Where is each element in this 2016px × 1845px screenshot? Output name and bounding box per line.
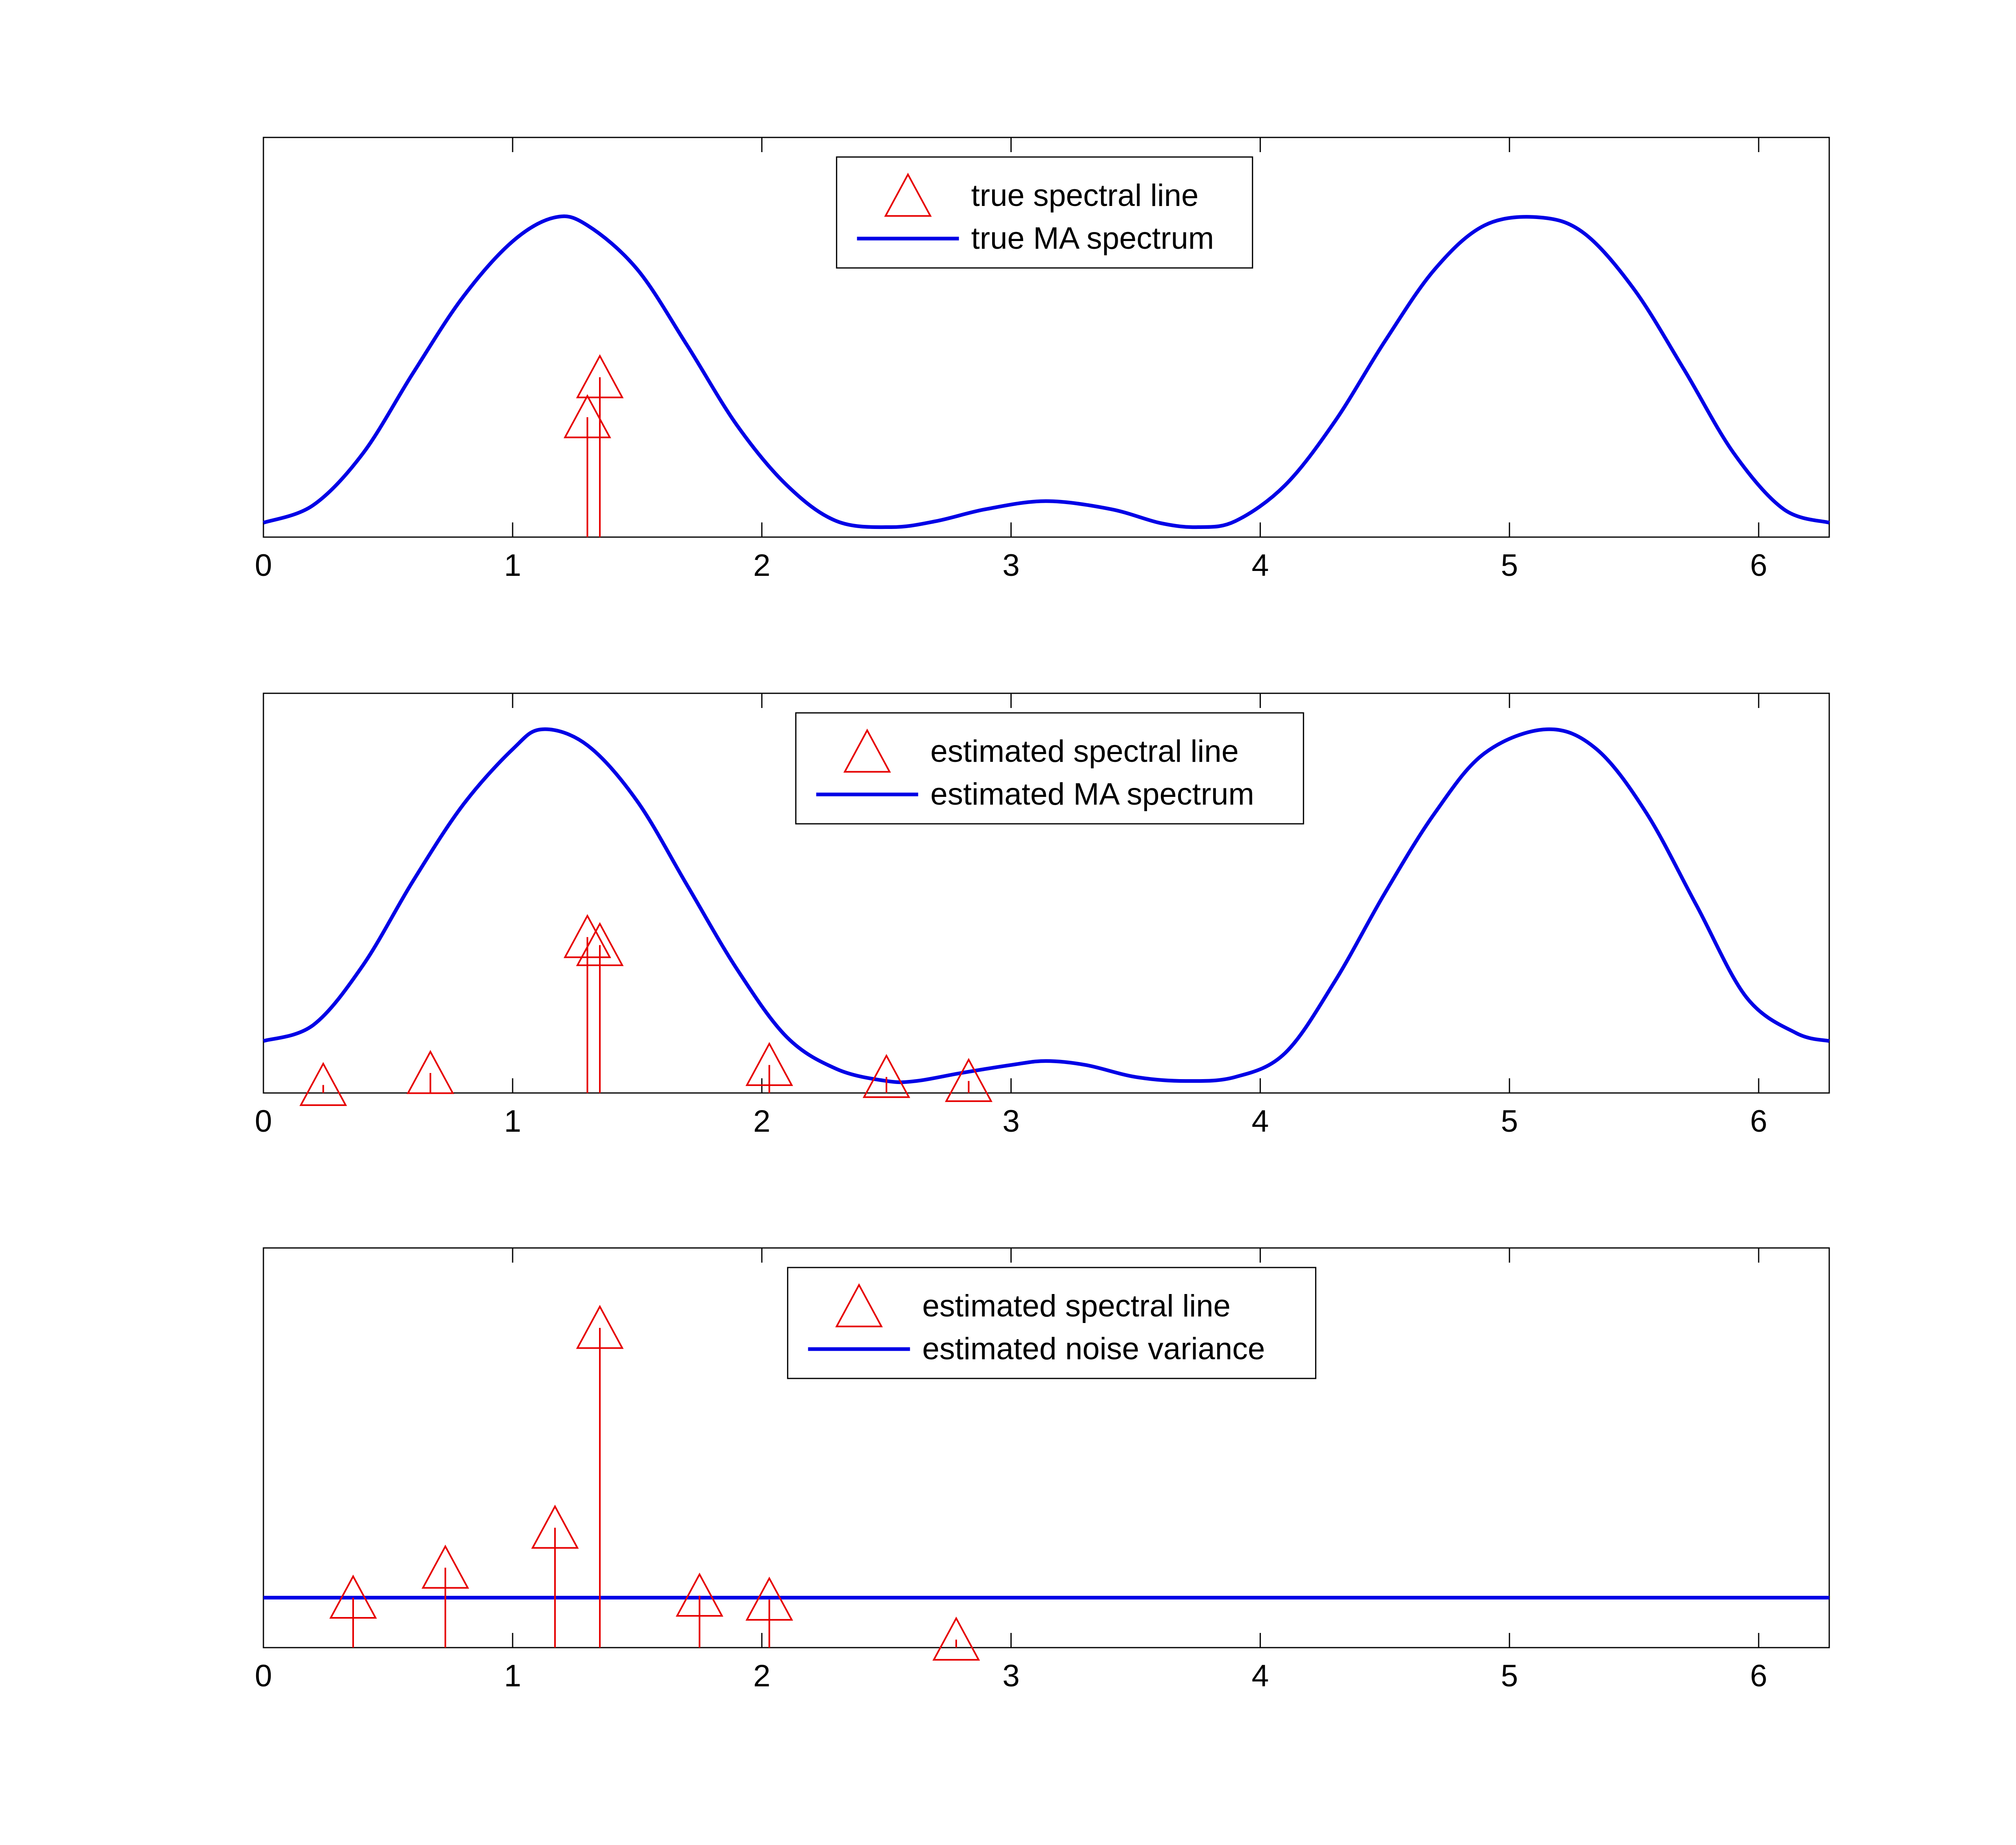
plot-area-frame [263, 692, 1830, 1094]
legend-stem-marker-icon [884, 173, 932, 217]
series-line [263, 727, 1830, 1084]
stem-marker-triangle [945, 1058, 993, 1102]
legend: true spectral line true MA spectrum [836, 156, 1253, 269]
legend-stem-marker-icon [843, 728, 891, 773]
x-tick-label: 1 [504, 1104, 521, 1139]
x-tick-label: 6 [1750, 548, 1767, 583]
stem-marker-triangle [932, 1616, 980, 1661]
legend-label-stem: true spectral line [971, 178, 1199, 213]
legend-box [787, 1267, 1317, 1379]
x-tick-label: 0 [255, 1104, 272, 1139]
legend: estimated spectral line estimated noise v… [787, 1267, 1317, 1379]
stem-marker-triangle [745, 1042, 793, 1086]
legend-stem-marker-icon [835, 1283, 883, 1327]
stem-marker-triangle [576, 922, 624, 966]
x-tick-label: 2 [753, 1659, 770, 1693]
stem-marker-triangle [862, 1054, 911, 1098]
stem-marker-triangle [564, 394, 611, 438]
stem-marker-triangle [329, 1575, 377, 1619]
chart-panel-1: 0 1 2 3 4 5 6 true spectral line true MA spectru… [255, 137, 1830, 583]
stem-marker-triangle [407, 1050, 454, 1094]
legend-label-line: estimated noise variance [922, 1332, 1265, 1366]
x-tick-label: 5 [1501, 548, 1518, 583]
stem-marker-triangle [421, 1544, 469, 1589]
x-tick-label: 6 [1750, 1659, 1767, 1693]
x-tick-label: 3 [1002, 1659, 1019, 1693]
x-tick-label: 2 [753, 548, 770, 583]
legend-box [836, 156, 1253, 269]
x-tick-label: 5 [1501, 1104, 1518, 1139]
plot-area-frame [263, 1247, 1830, 1648]
x-tick-label: 3 [1002, 1104, 1019, 1139]
stem-marker-triangle [576, 1305, 624, 1349]
stem-marker-triangle [745, 1576, 793, 1621]
series-line [263, 214, 1830, 529]
stem-marker-triangle [531, 1504, 579, 1549]
x-tick-label: 4 [1251, 548, 1269, 583]
stem-marker-triangle [564, 914, 611, 958]
x-tick-label: 6 [1750, 1104, 1767, 1139]
x-tick-label: 5 [1501, 1659, 1518, 1693]
x-tick-label: 1 [504, 1659, 521, 1693]
x-tick-label: 1 [504, 548, 521, 583]
legend-label-stem: estimated spectral line [931, 734, 1239, 769]
legend: estimated spectral line estimated MA spec… [795, 712, 1304, 825]
legend-label-line: true MA spectrum [971, 221, 1214, 256]
legend-label-stem: estimated spectral line [922, 1289, 1231, 1323]
legend-box [795, 712, 1304, 825]
x-tick-label: 4 [1251, 1104, 1269, 1139]
x-tick-label: 0 [255, 1659, 272, 1693]
x-tick-label: 0 [255, 548, 272, 583]
stem-marker-triangle [576, 354, 624, 398]
stem-marker-triangle [299, 1062, 347, 1106]
x-tick-label: 3 [1002, 548, 1019, 583]
x-tick-label: 2 [753, 1104, 770, 1139]
legend-label-line: estimated MA spectrum [931, 777, 1254, 812]
x-tick-label: 4 [1251, 1659, 1269, 1693]
plot-area-frame [263, 137, 1830, 538]
stem-marker-triangle [676, 1573, 723, 1617]
